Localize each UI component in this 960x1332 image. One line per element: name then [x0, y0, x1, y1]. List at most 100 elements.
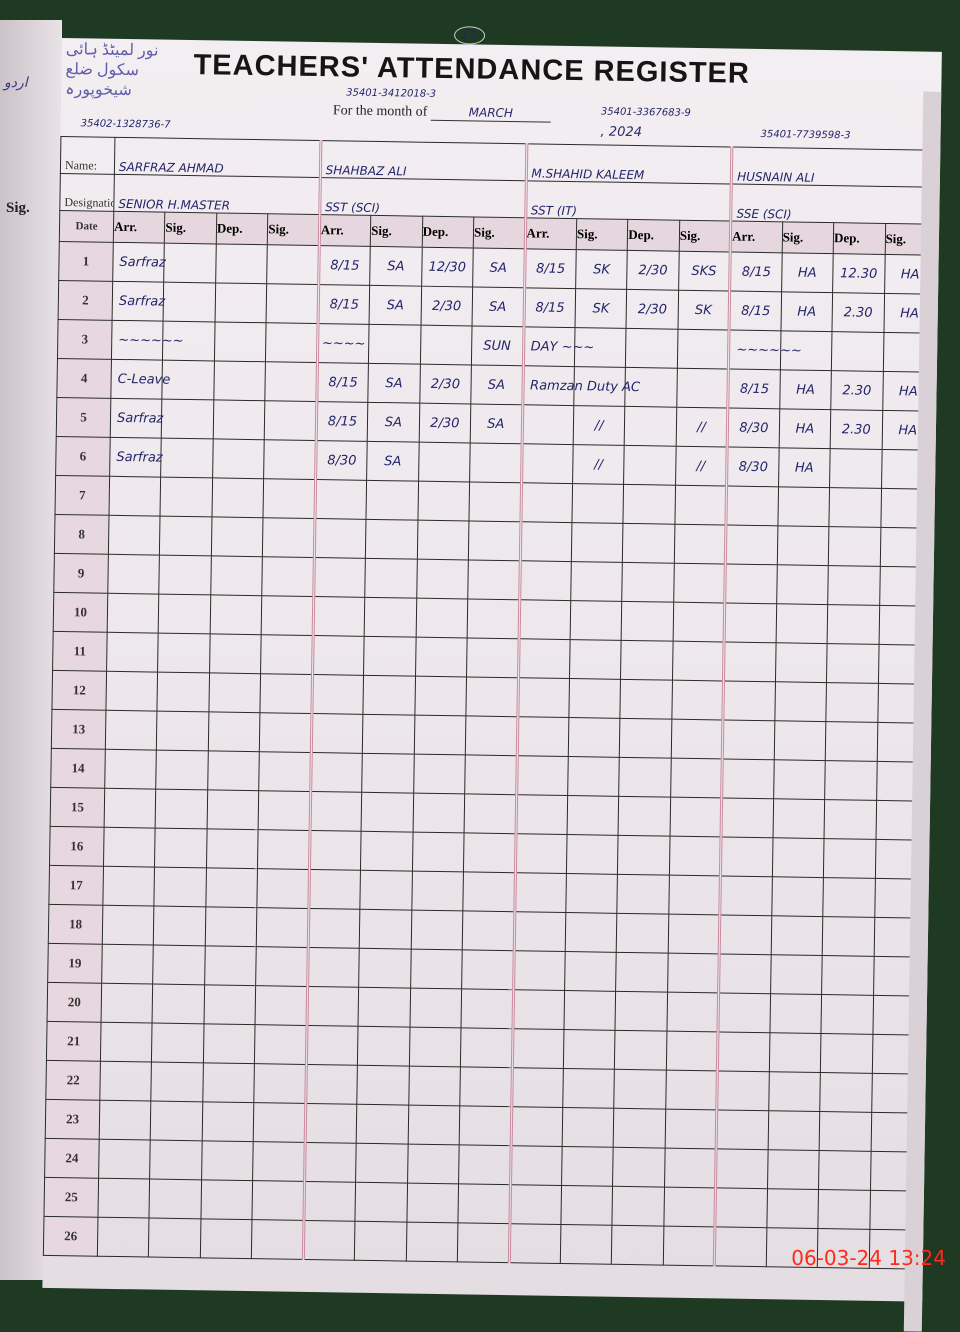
attendance-cell [467, 598, 520, 639]
attendance-cell: 8/15 [728, 369, 781, 409]
attendance-cell [303, 1181, 356, 1222]
attendance-cell [511, 1028, 564, 1069]
column-header-sig: Sig. [267, 213, 320, 246]
attendance-cell [260, 634, 313, 675]
attendance-cell [410, 910, 463, 950]
attendance-cell [827, 565, 880, 606]
attendance-cell [306, 986, 359, 1027]
attendance-cell [767, 1149, 820, 1190]
attendance-cell [208, 711, 261, 752]
attendance-cell [510, 1145, 563, 1186]
attendance-cell [674, 524, 727, 564]
attendance-cell [773, 759, 826, 800]
teacher-1-name: SARFRAZ AHMAD [114, 137, 321, 178]
attendance-cell [154, 867, 207, 907]
attendance-cell [259, 751, 312, 792]
attendance-cell [718, 992, 771, 1033]
attendance-cell [667, 953, 720, 993]
attendance-cell [560, 1185, 613, 1226]
teacher-4-name: HUSNAIN ALI [731, 147, 938, 188]
attendance-cell [262, 517, 315, 558]
attendance-cell [265, 361, 318, 402]
attendance-cell [311, 713, 364, 754]
attendance-cell [206, 789, 260, 830]
attendance-cell: SA [369, 285, 422, 326]
attendance-cell [312, 635, 365, 676]
attendance-cell: ~~~~ [317, 323, 370, 364]
attendance-cell [200, 1218, 253, 1259]
date-cell: 6 [55, 436, 111, 477]
attendance-cell [521, 404, 574, 445]
column-header-sig: Sig. [473, 216, 526, 249]
attendance-cell: 8/30 [315, 440, 368, 481]
attendance-cell [820, 1033, 873, 1074]
date-cell: 24 [44, 1138, 100, 1179]
attendance-cell [202, 1101, 255, 1142]
attendance-cell [151, 1023, 204, 1063]
attendance-cell: 8/15 [729, 252, 782, 292]
attendance-cell [829, 487, 882, 528]
attendance-cell: 2/30 [626, 250, 680, 291]
attendance-cell [724, 563, 778, 604]
column-header-sig: Sig. [370, 215, 423, 248]
attendance-cell [412, 793, 465, 833]
column-header-dep: Dep. [216, 212, 269, 245]
attendance-cell [621, 601, 674, 642]
attendance-cell [671, 719, 724, 759]
attendance-cell [458, 1183, 511, 1224]
attendance-cell [464, 754, 517, 795]
attendance-cell [265, 322, 318, 363]
date-cell: 16 [49, 826, 105, 867]
attendance-cell [356, 1065, 410, 1106]
column-header-dep: Dep. [421, 216, 474, 248]
attendance-cell [769, 1032, 822, 1073]
attendance-cell [514, 872, 567, 913]
attendance-cell [420, 325, 473, 365]
attendance-cell [668, 914, 721, 954]
attendance-cell [157, 633, 211, 673]
attendance-cell [107, 554, 160, 595]
attendance-cell [407, 1105, 460, 1145]
teacher-2-designation: SST (SCI) [319, 177, 526, 218]
attendance-cell [358, 948, 411, 989]
attendance-cell [571, 483, 624, 524]
attendance-cell [418, 442, 471, 482]
attendance-cell [263, 478, 316, 519]
attendance-cell [259, 712, 312, 753]
attendance-cell [305, 1064, 358, 1105]
date-cell: 5 [56, 397, 111, 438]
attendance-cell [364, 558, 417, 599]
attendance-cell [666, 992, 719, 1032]
attendance-cell: SA [470, 364, 523, 405]
attendance-cell [624, 406, 677, 447]
attendance-cell [215, 243, 268, 284]
attendance-cell [156, 711, 209, 751]
attendance-cell [772, 837, 825, 878]
attendance-cell [665, 1070, 718, 1110]
attendance-cell: SA [470, 403, 523, 444]
attendance-cell [258, 790, 311, 831]
attendance-cell [465, 676, 519, 717]
attendance-cell [205, 906, 258, 947]
attendance-cell [767, 1110, 820, 1151]
attendance-cell [620, 679, 673, 720]
attendance-cell: 2/30 [626, 289, 679, 330]
attendance-cell [663, 1226, 716, 1266]
date-cell: 14 [50, 748, 106, 789]
attendance-cell [818, 1189, 871, 1230]
attendance-cell [566, 834, 619, 875]
attendance-cell [105, 671, 158, 712]
attendance-cell: HA [780, 291, 833, 332]
attendance-cell: SA [472, 247, 525, 288]
attendance-cell [355, 1143, 408, 1184]
attendance-cell [613, 1108, 666, 1149]
attendance-cell [163, 282, 216, 322]
attendance-cell [724, 602, 777, 643]
attendance-cell [773, 720, 826, 761]
attendance-cell [303, 1220, 356, 1261]
attendance-cell [612, 1186, 665, 1227]
attendance-cell [515, 794, 568, 835]
attendance-cell [777, 525, 830, 566]
date-cell: 9 [53, 553, 109, 594]
attendance-cell [214, 321, 267, 362]
